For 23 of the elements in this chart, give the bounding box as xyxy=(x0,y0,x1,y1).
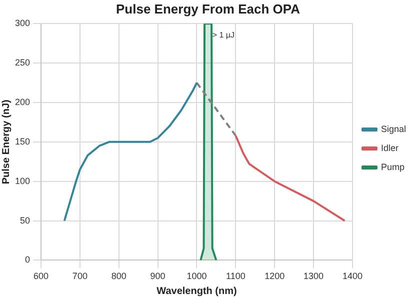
y-tick-label: 0 xyxy=(25,254,30,265)
x-tick-label: 1200 xyxy=(264,271,285,282)
x-tick-label: 1100 xyxy=(226,271,246,282)
y-tick-label: 100 xyxy=(14,176,30,186)
x-tick-label: 700 xyxy=(72,271,88,282)
x-tick-label: 1400 xyxy=(342,271,362,282)
x-tick-label: 900 xyxy=(150,271,166,282)
x-tick-label: 800 xyxy=(111,271,126,282)
x-axis-title: Wavelength (nm) xyxy=(156,286,237,297)
annotation: > 1 µJ xyxy=(212,30,235,40)
y-tick-label: 250 xyxy=(14,58,30,68)
y-tick-label: 200 xyxy=(14,96,30,107)
x-tick-label: 600 xyxy=(34,271,49,282)
y-tick-label: 50 xyxy=(20,215,30,226)
legend-label: Signal xyxy=(380,124,406,134)
x-tick-label: 1300 xyxy=(304,271,324,282)
y-tick-label: 300 xyxy=(14,18,30,28)
chart-title: Pulse Energy From Each OPA xyxy=(116,1,301,16)
legend-label: Idler xyxy=(380,142,398,153)
legend-label: Pump xyxy=(380,162,404,172)
y-axis-title: Pulse Energy (nJ) xyxy=(0,100,12,184)
x-tick-label: 1000 xyxy=(186,271,207,282)
y-tick-label: 150 xyxy=(14,136,30,146)
